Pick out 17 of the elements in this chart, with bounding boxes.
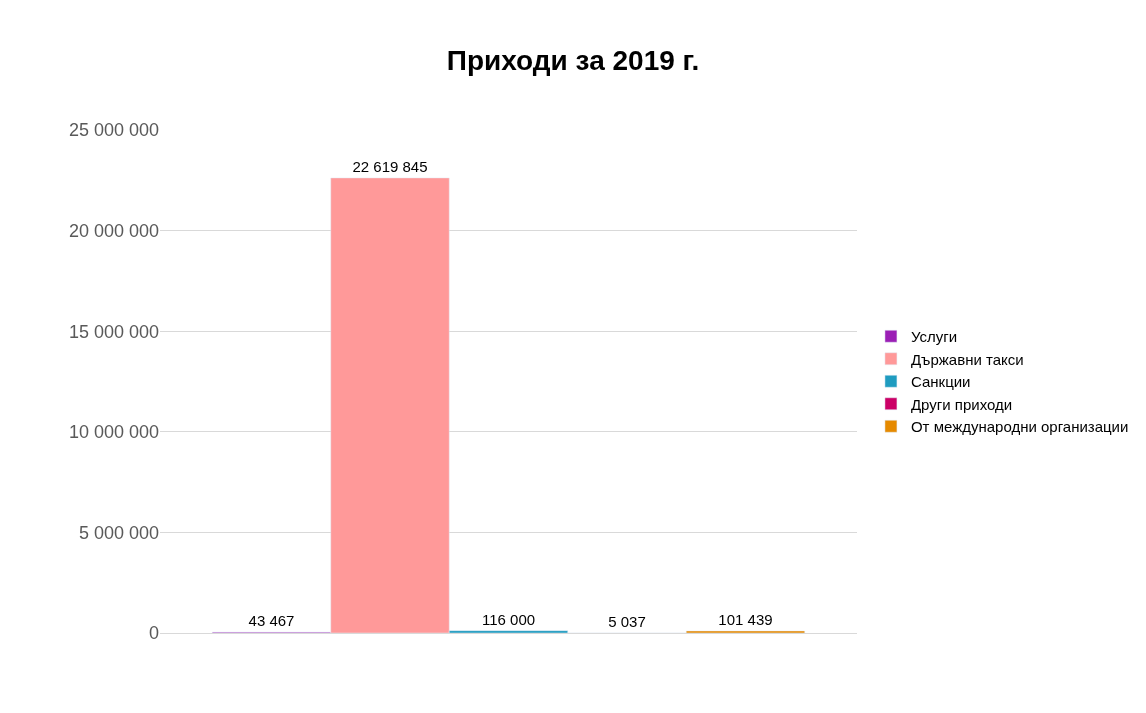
chart-title: Приходи за 2019 г.: [446, 44, 700, 76]
y-tick-label: 10 000 000: [68, 422, 159, 443]
y-tick-label: 15 000 000: [68, 321, 159, 342]
y-tick-label: 25 000 000: [68, 120, 159, 141]
y-tick-label: 5 000 000: [78, 522, 159, 543]
legend-label: Санкции: [910, 373, 971, 391]
legend-label: От международни организации: [910, 418, 1129, 436]
y-tick-label: 20 000 000: [68, 220, 159, 241]
data-label: 101 439: [718, 610, 773, 628]
data-label: 5 037: [608, 612, 646, 630]
legend-label: Държавни такси: [910, 350, 1024, 368]
data-label: 22 619 845: [352, 157, 428, 175]
y-tick-label: 0: [148, 623, 159, 644]
data-label: 116 000: [481, 610, 536, 628]
data-label: 43 467: [248, 612, 295, 630]
legend-label: Други приходи: [910, 395, 1013, 413]
legend-label: Услуги: [910, 328, 958, 346]
